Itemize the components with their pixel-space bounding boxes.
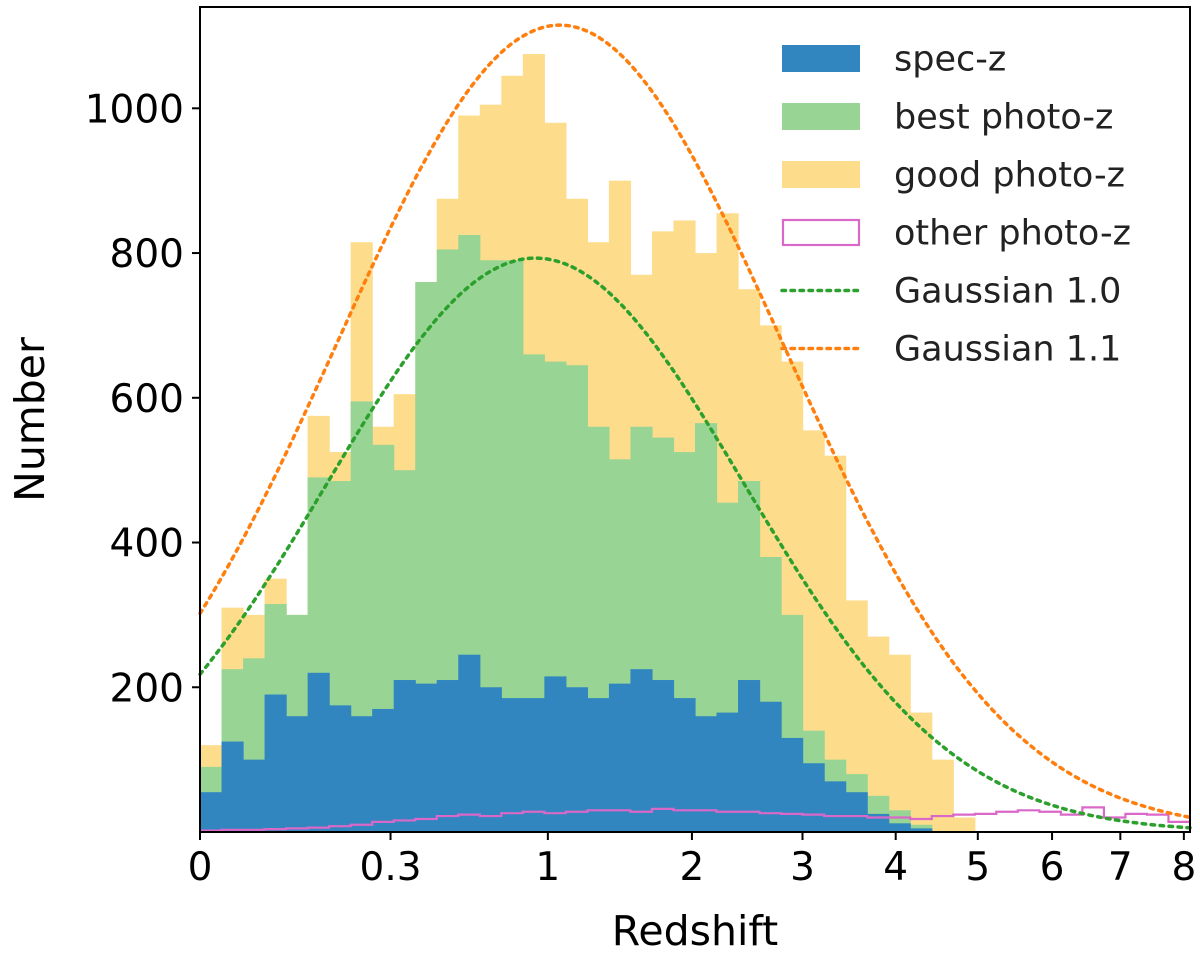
spec-z-bar (565, 687, 588, 832)
y-tick-label: 800 (110, 232, 184, 277)
spec-z-bar (544, 676, 567, 832)
gaussian-curves (198, 23, 1192, 830)
spec-z-bar (910, 828, 933, 832)
histogram-bars (200, 54, 976, 833)
spec-z-bar (695, 716, 718, 832)
spec-z-bar (479, 687, 502, 832)
legend-label: spec-z (894, 40, 1006, 80)
spec-z-bar (802, 763, 825, 832)
good-photo-z-bar (953, 817, 976, 832)
spec-z-bar (738, 680, 761, 832)
spec-z-bar (264, 694, 287, 832)
spec-z-bar (307, 672, 330, 832)
y-axis-label: Number (6, 337, 54, 502)
good-photo-z-bar (888, 654, 911, 832)
legend-swatch (782, 161, 860, 188)
x-tick-label: 0.3 (360, 845, 422, 890)
spec-z-bar (888, 823, 911, 832)
x-axis-ticks: 0 0.3 1 2 3 4 5 6 7 8 (188, 832, 1196, 890)
good-photo-z-bar (824, 455, 847, 832)
best-photo-z-bar (501, 260, 524, 833)
legend-item-best-photo-z: best photo-z (782, 98, 1113, 138)
x-axis-label: Redshift (612, 907, 778, 953)
y-tick-label: 400 (110, 522, 184, 567)
x-tick-label: 4 (883, 845, 908, 890)
good-photo-z-bar (910, 712, 933, 832)
spec-z-bar (522, 698, 545, 832)
spec-z-bar (501, 698, 524, 832)
x-tick-label: 8 (1171, 845, 1196, 890)
spec-z-bar (630, 669, 653, 832)
spec-z-bar (673, 698, 696, 832)
legend-item-spec-z: spec-z (782, 40, 1006, 80)
spec-z-bar (243, 759, 266, 832)
legend: spec-z best photo-z good photo-z other phot… (780, 40, 1131, 370)
legend-label: best photo-z (894, 98, 1113, 138)
y-axis-ticks: 200 400 600 800 1000 (85, 87, 200, 711)
spec-z-bar (393, 680, 416, 832)
other-photo-z-step (200, 806, 1190, 832)
legend-item-other-photo-z: other photo-z (781, 214, 1131, 254)
x-tick-label: 0 (188, 845, 213, 890)
spec-z-bar (458, 654, 481, 832)
y-tick-label: 200 (110, 666, 184, 711)
spec-z-bar (350, 716, 373, 832)
spec-z-bar (221, 741, 244, 832)
legend-swatch (782, 45, 860, 72)
spec-z-bars (200, 654, 933, 832)
spec-z-bar (651, 680, 675, 832)
spec-z-bar (824, 781, 847, 832)
legend-item-good-photo-z: good photo-z (782, 156, 1125, 196)
legend-swatch (781, 218, 861, 247)
x-tick-label: 2 (680, 845, 705, 890)
other-photo-z-step-line (200, 806, 1190, 832)
spec-z-bar (781, 737, 804, 832)
spec-z-bar (329, 705, 352, 832)
x-tick-label: 5 (965, 845, 990, 890)
x-tick-label: 3 (790, 845, 815, 890)
y-tick-label: 600 (110, 377, 184, 422)
gaussian-1-1-curve (198, 23, 1192, 820)
gaussian-1-0-curve (198, 256, 1192, 830)
spec-z-bar (716, 712, 739, 832)
x-tick-label: 6 (1040, 845, 1065, 890)
legend-label: Gaussian 1.1 (894, 330, 1121, 370)
spec-z-bar (759, 701, 782, 832)
legend-label: other photo-z (894, 214, 1131, 254)
legend-item-gaussian-1-1: Gaussian 1.1 (780, 330, 1121, 370)
x-tick-label: 7 (1108, 845, 1133, 890)
legend-label: Gaussian 1.0 (894, 272, 1121, 312)
legend-item-gaussian-1-0: Gaussian 1.0 (780, 272, 1121, 312)
legend-label: good photo-z (894, 156, 1125, 196)
spec-z-bar (415, 683, 438, 832)
spec-z-bar (845, 792, 868, 832)
plot-frame (199, 6, 1191, 833)
x-tick-label: 1 (535, 845, 560, 890)
legend-swatch (782, 103, 860, 130)
spec-z-bar (587, 698, 610, 832)
y-tick-label: 1000 (85, 87, 184, 132)
spec-z-bar (286, 716, 309, 832)
good-photo-z-bar (931, 759, 954, 832)
spec-z-bar (608, 683, 632, 832)
spec-z-bar (372, 708, 395, 832)
spec-z-bar (436, 680, 459, 832)
spec-z-bar (200, 792, 223, 832)
good-photo-z-bar (867, 636, 890, 832)
